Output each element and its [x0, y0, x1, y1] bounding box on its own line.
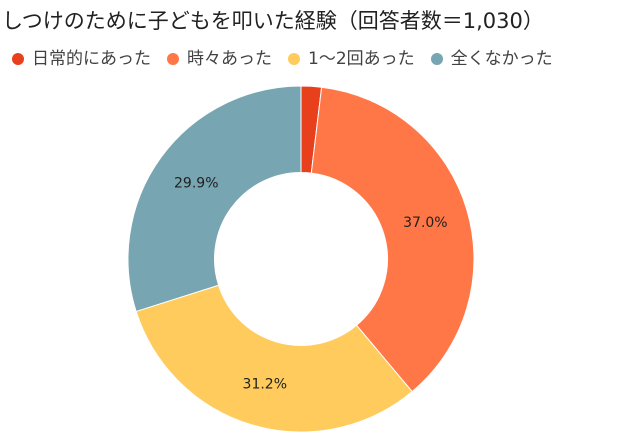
legend-dot-sometimes — [167, 53, 179, 65]
legend-dot-daily — [12, 53, 24, 65]
slice-label-sometimes: 37.0% — [403, 215, 447, 231]
legend-label-once-twice: 1〜2回あった — [308, 49, 415, 69]
legend-item-daily: 日常的にあった — [12, 47, 151, 71]
chart-title: しつけのために子どもを叩いた経験（回答者数＝1,030） — [2, 9, 544, 33]
legend-label-never: 全くなかった — [450, 49, 553, 69]
legend-item-once-twice: 1〜2回あった — [288, 47, 415, 71]
legend-label-sometimes: 時々あった — [187, 49, 272, 69]
slice-once-twice — [135, 284, 413, 433]
legend-dot-never — [430, 53, 443, 65]
legend-item-sometimes: 時々あった — [167, 47, 272, 71]
slice-label-never: 29.9% — [174, 175, 218, 191]
slice-label-once-twice: 31.2% — [243, 377, 287, 393]
legend-item-never: 全くなかった — [430, 47, 553, 71]
legend: 日常的にあった 時々あった 1〜2回あった 全くなかった — [12, 47, 569, 71]
slice-never — [127, 85, 302, 313]
legend-label-daily: 日常的にあった — [32, 49, 151, 69]
legend-dot-once-twice — [288, 53, 300, 65]
slice-sometimes — [310, 86, 475, 393]
